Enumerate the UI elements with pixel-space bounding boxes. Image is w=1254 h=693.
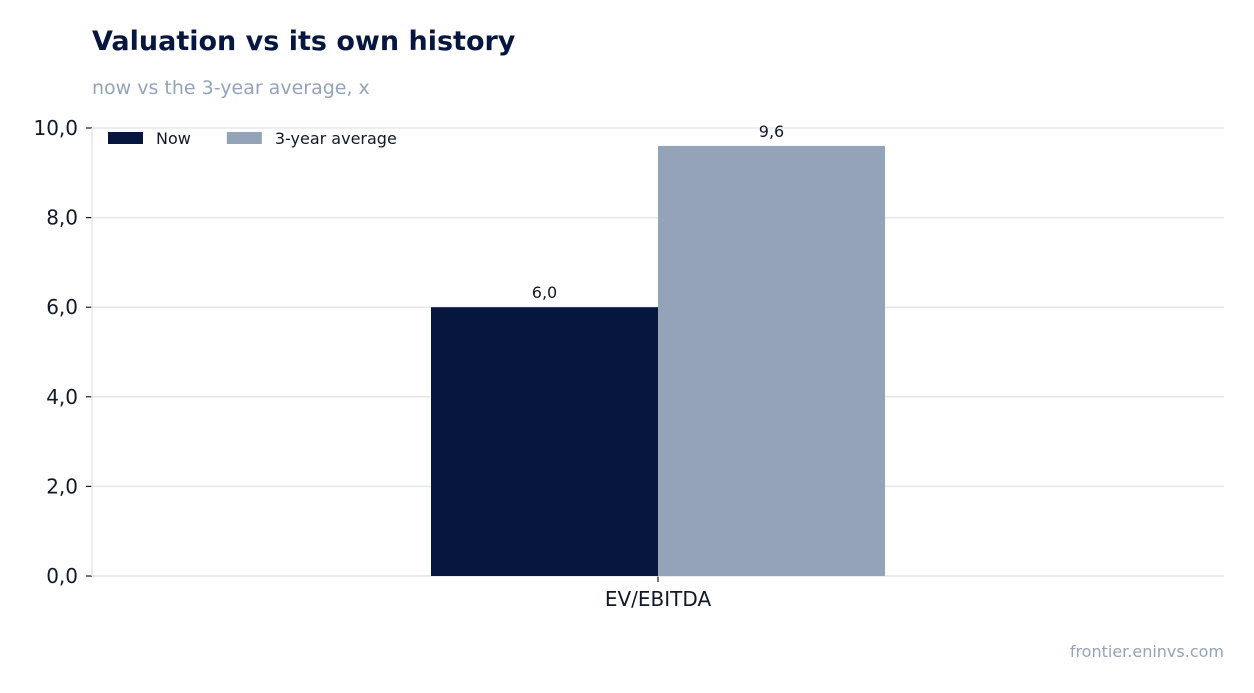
legend: Now 3-year average [108, 129, 397, 148]
bar-3-year-average [658, 145, 885, 577]
data-label: 9,6 [759, 122, 784, 141]
y-tick-label: 0,0 [46, 564, 78, 588]
source-credit: frontier.eninvs.com [1069, 642, 1224, 661]
legend-label: Now [156, 129, 191, 148]
data-labels: 6,0 9,6 [532, 122, 784, 302]
bars [431, 145, 885, 577]
y-tick-label: 10,0 [33, 116, 78, 140]
y-tick-label: 8,0 [46, 206, 78, 230]
x-tick-label: EV/EBITDA [605, 587, 712, 611]
data-label: 6,0 [532, 283, 557, 302]
y-tick-label: 4,0 [46, 385, 78, 409]
chart-title: Valuation vs its own history [92, 26, 516, 57]
y-tick-label: 2,0 [46, 474, 78, 498]
y-tick-label: 6,0 [46, 295, 78, 319]
legend-label: 3-year average [275, 129, 397, 148]
legend-swatch [226, 132, 262, 144]
chart-subtitle: now vs the 3-year average, x [92, 77, 370, 99]
axes: 0,0 2,0 4,0 6,0 8,0 10,0 EV/EBITDA [33, 116, 1224, 611]
legend-swatch [108, 132, 143, 144]
bar-now [431, 307, 658, 576]
